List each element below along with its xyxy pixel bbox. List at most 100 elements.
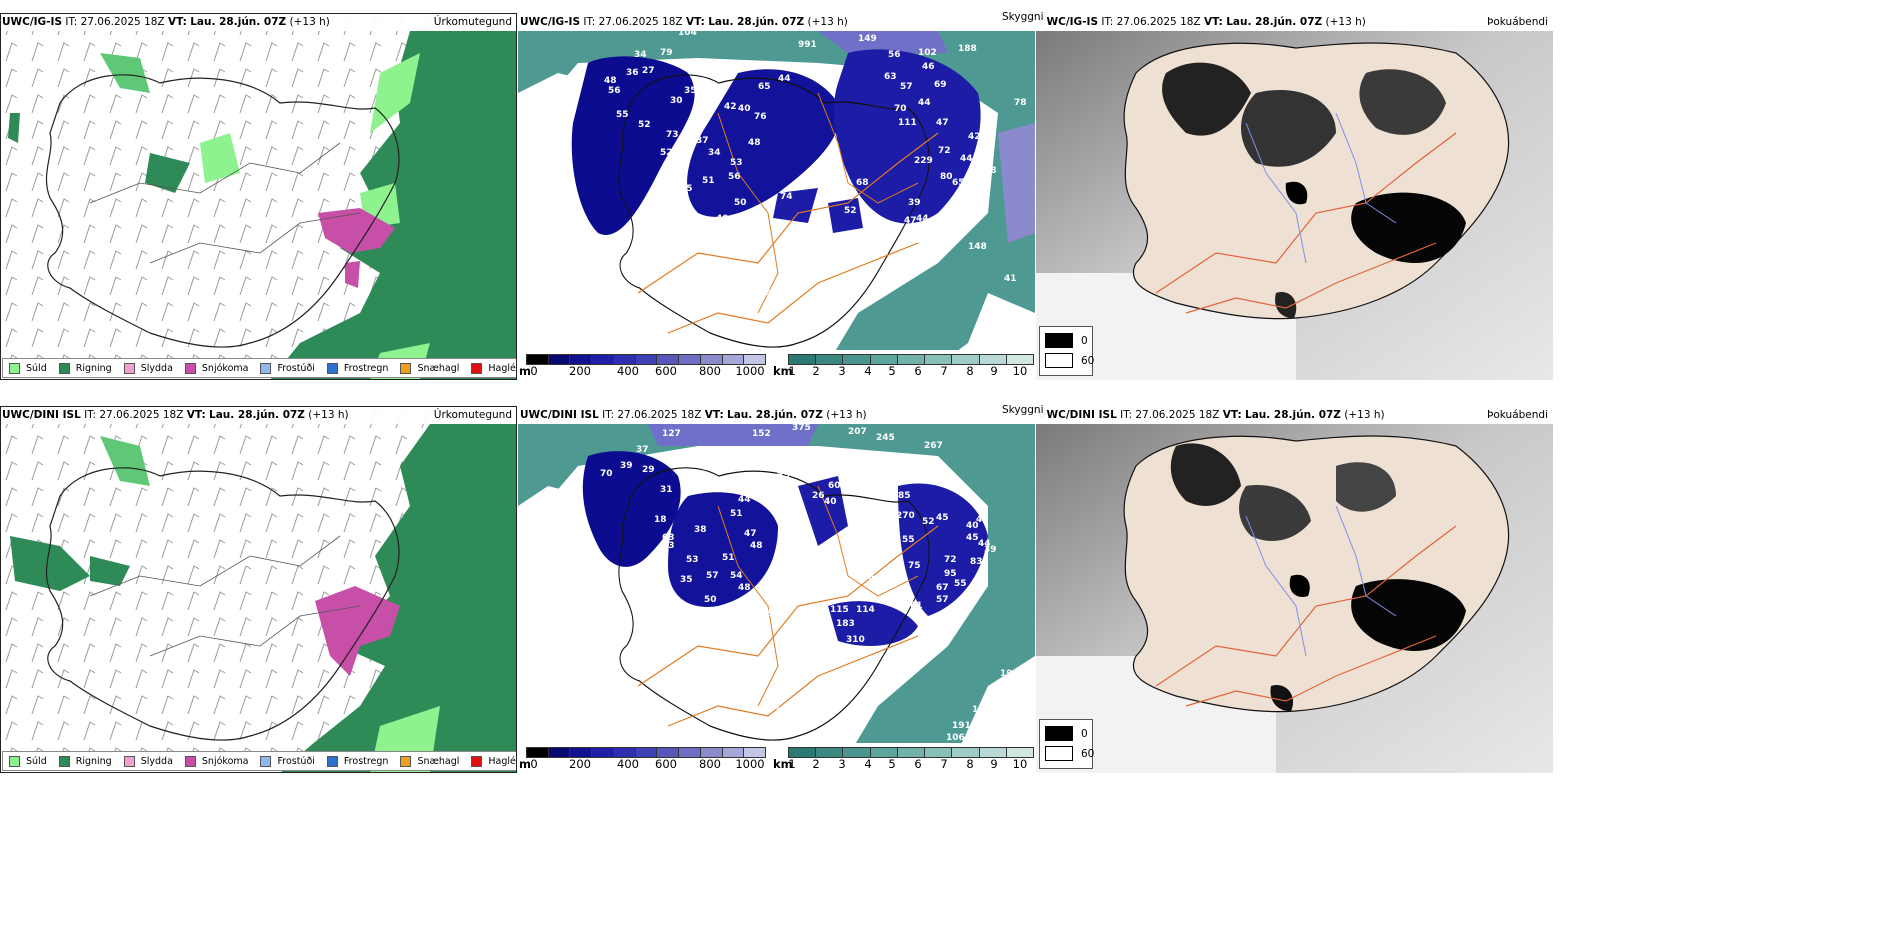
legend-item: Rigning [58, 755, 112, 767]
map-value-label: 111 [898, 118, 917, 128]
legend-item: Súld [9, 362, 47, 374]
legend-item: Snæhagl [400, 362, 459, 374]
map-value-label: 47 [936, 118, 949, 128]
map-value-label: 195 [740, 248, 759, 258]
panel-variable-name: Úrkomutegund [431, 406, 514, 424]
map-value-label: 70 [600, 469, 613, 479]
map-value-label: 52 [844, 206, 857, 216]
map-value-label: 207 [848, 427, 867, 437]
cloud-visibility-panel-top: UWC/IG-IS IT: 27.06.2025 18Z VT: Lau. 28… [518, 13, 1035, 380]
precip-type-map[interactable] [0, 13, 517, 380]
legend-swatch [184, 755, 196, 767]
map-value-label: 991 [798, 40, 817, 50]
map-value-label: 229 [914, 156, 933, 166]
legend-item: 60 [1045, 746, 1094, 761]
panel-variable-name: Skyggni [1000, 8, 1046, 26]
cloud-base-visibility-map[interactable]: 127 152 375 207 245 267 37 70 39 29 31 8… [518, 406, 1035, 773]
map-value-label: 18 [654, 515, 667, 525]
map-value-label: 45 [976, 515, 989, 525]
map-value-label: 267 [924, 441, 943, 451]
cloud-base-visibility-map[interactable]: 34 79 104 991 149 56 102 188 36 27 48 56… [518, 13, 1035, 380]
map-value-label: 24 [764, 288, 777, 298]
map-value-label: 75 [908, 561, 921, 571]
map-value-label: 183 [836, 619, 855, 629]
map-value-label: 40 [824, 497, 837, 507]
map-value-label: 115 [830, 605, 849, 615]
map-value-label: 47 [904, 216, 917, 226]
map-value-label: 57 [706, 571, 719, 581]
map-value-label: 310 [846, 635, 865, 645]
map-value-label: 191 [952, 721, 971, 731]
map-value-label: 70 [662, 196, 675, 206]
legend-item: Haglél [471, 755, 517, 767]
map-value-label: 67 [936, 583, 949, 593]
map-value-label: 55 [616, 110, 629, 120]
map-value-label: 102 [942, 224, 961, 234]
map-value-label: 27 [642, 66, 655, 76]
map-value-label: 45 [936, 513, 949, 523]
map-value-label: 48 [748, 138, 761, 148]
map-value-label: 48 [738, 583, 751, 593]
map-value-label: 65 [758, 82, 771, 92]
panel-variable-name: Skyggni [1000, 401, 1046, 419]
map-value-label: 80 [940, 172, 953, 182]
fog-index-map[interactable] [1036, 13, 1553, 380]
legend-item: Rigning [58, 362, 112, 374]
map-value-label: 42 [724, 102, 737, 112]
legend-item: Slydda [123, 755, 173, 767]
map-value-label: 24 [578, 585, 591, 595]
legend-swatch [9, 362, 20, 374]
map-value-label: 55 [968, 178, 981, 188]
fog-index-legend: 0 60 [1039, 719, 1094, 769]
map-value-label: 53 [686, 555, 699, 565]
map-value-label: 50 [874, 218, 887, 228]
legend-swatch [184, 362, 196, 374]
map-value-label: 85 [898, 491, 911, 501]
map-value-label: 57 [900, 82, 913, 92]
map-value-label: 40 [694, 611, 707, 621]
map-value-label: 78 [1014, 98, 1027, 108]
legend-item: Frostúði [260, 755, 315, 767]
panel-title: UWC/DINI ISL IT: 27.06.2025 18Z VT: Lau.… [0, 406, 517, 424]
map-value-label: 63 [884, 72, 897, 82]
panel-variable-name: Þokuábendi [1485, 406, 1550, 424]
map-value-label: 188 [958, 44, 977, 54]
map-value-label: 74 [780, 192, 793, 202]
legend-item: Snjókoma [184, 362, 248, 374]
legend-item: Frostúði [260, 362, 315, 374]
fog-index-panel-bottom: UWC/DINI ISL IT: 27.06.2025 18Z VT: Lau.… [1036, 406, 1553, 773]
map-value-label: 95 [944, 569, 957, 579]
panel-variable-name: Þokuábendi [1485, 13, 1550, 31]
map-value-label: 37 [696, 136, 709, 146]
map-value-label: 44 [778, 74, 791, 84]
legend-item: Slydda [123, 362, 173, 374]
legend-swatch [471, 362, 483, 374]
map-value-label: 65 [952, 178, 965, 188]
map-value-label: 68 [856, 178, 869, 188]
precip-type-map[interactable] [0, 406, 517, 773]
map-value-label: 63 [662, 533, 675, 543]
map-value-label: 50 [704, 595, 717, 605]
map-value-label: 34 [634, 50, 647, 60]
map-value-label: 198 [1000, 669, 1019, 679]
map-value-label: 52 [922, 517, 935, 527]
map-value-label: 58 [760, 609, 773, 619]
map-value-label: 114 [856, 605, 875, 615]
legend-item: Haglél [471, 362, 517, 374]
legend-swatch [9, 755, 20, 767]
map-value-label: 152 [752, 429, 771, 439]
legend-swatch [58, 362, 70, 374]
map-value-label: 38 [694, 525, 707, 535]
map-value-label: 46 [862, 573, 875, 583]
map-value-label: 56 [888, 50, 901, 60]
fog-index-map[interactable] [1036, 406, 1553, 773]
legend-item: Súld [9, 755, 47, 767]
map-value-label: 127 [662, 429, 681, 439]
map-value-label: 17 [778, 473, 791, 483]
map-value-label: 34 [708, 148, 721, 158]
visibility-colorbar: km 1 2 3 4 5 6 7 8 9 10 [772, 350, 1035, 380]
map-value-label: 36 [626, 68, 639, 78]
legend-item: Snæhagl [400, 755, 459, 767]
fog-index-panel-top: UWC/IG-IS IT: 27.06.2025 18Z VT: Lau. 28… [1036, 13, 1553, 380]
map-value-label: 105 [868, 248, 887, 258]
